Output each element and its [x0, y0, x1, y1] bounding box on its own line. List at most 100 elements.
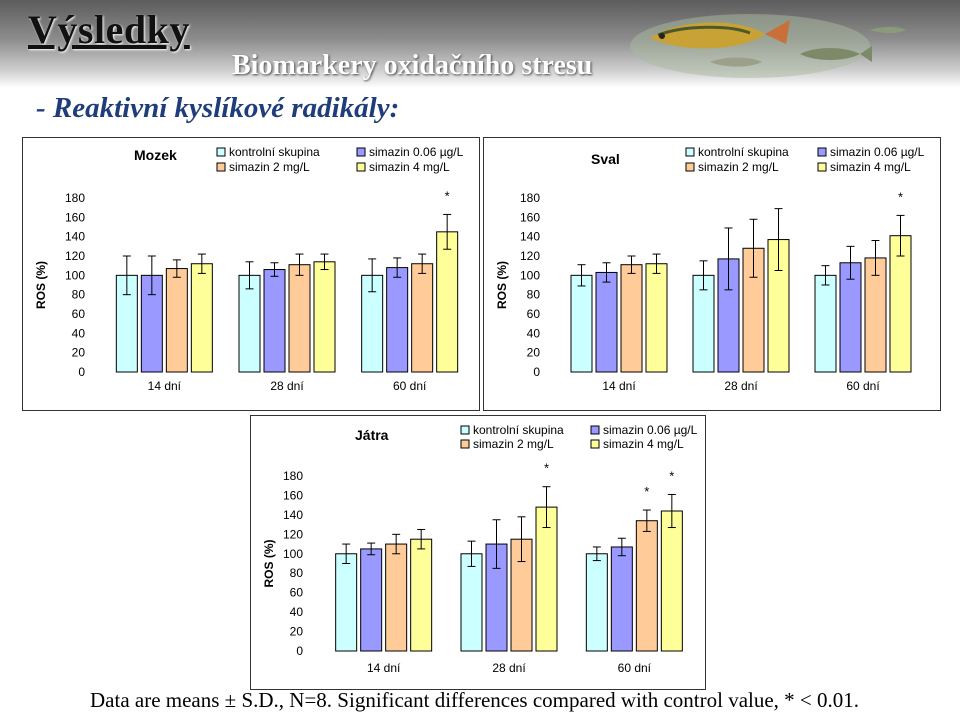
bar	[595, 271, 618, 373]
bar	[460, 553, 483, 652]
legend-label: kontrolní skupina	[229, 145, 320, 159]
y-tick-label: 20	[72, 346, 86, 360]
x-category-label: 28 dní	[724, 379, 758, 393]
legend-label: simazin 0.06 µg/L	[603, 423, 698, 437]
chart-title: Mozek	[134, 147, 177, 163]
bar	[660, 510, 683, 652]
bar	[360, 548, 383, 652]
slide-title: Výsledky	[28, 7, 190, 52]
slide-heading: - Reaktivní kyslíkové radikály:	[36, 92, 400, 124]
bar	[645, 263, 668, 373]
y-tick-label: 20	[290, 625, 304, 639]
chart-muscle: Sval kontrolní skupina simazin 0.06 µg/Lsi…	[495, 145, 925, 393]
y-tick-label: 60	[72, 307, 86, 321]
y-tick-label: 0	[78, 365, 85, 379]
significance-mark: *	[544, 461, 549, 476]
legend-label: kontrolní skupina	[473, 423, 564, 437]
bar	[385, 543, 408, 652]
legend-swatch	[685, 147, 695, 157]
x-category-label: 28 dní	[492, 661, 526, 675]
legend-swatch	[216, 162, 226, 172]
bar	[620, 264, 643, 373]
legend-label: simazin 4 mg/L	[369, 160, 450, 174]
bar	[411, 263, 434, 373]
y-tick-label: 20	[527, 346, 541, 360]
legend-swatch	[817, 162, 827, 172]
legend-swatch	[356, 147, 366, 157]
y-tick-label: 120	[283, 527, 303, 541]
x-category-label: 14 dní	[148, 379, 182, 393]
y-tick-label: 80	[72, 288, 86, 302]
chart-title: Sval	[591, 151, 620, 167]
y-tick-label: 180	[65, 191, 85, 205]
legend-swatch	[590, 439, 600, 449]
chart-brain: Mozek kontrolní skupina simazin 0.06 µg/Ls…	[34, 145, 464, 393]
chart-panel-brain: Mozek kontrolní skupina simazin 0.06 µg/L s…	[22, 137, 480, 411]
chart-panel-liver: Játra kontrolní skupina simazin 0.06 µg/L s…	[250, 415, 706, 690]
y-tick-label: 140	[283, 508, 303, 522]
y-tick-label: 160	[520, 210, 540, 224]
y-axis-label: ROS (%)	[262, 539, 276, 587]
bar	[263, 269, 286, 373]
x-category-label: 14 dní	[367, 661, 401, 675]
legend-swatch	[356, 162, 366, 172]
y-tick-label: 60	[527, 307, 541, 321]
bar	[288, 264, 311, 373]
y-axis-label: ROS (%)	[34, 261, 48, 309]
y-axis-label: ROS (%)	[495, 261, 509, 309]
y-tick-label: 80	[290, 566, 304, 580]
y-tick-label: 0	[533, 365, 540, 379]
legend-label: simazin 2 mg/L	[473, 437, 554, 451]
significance-mark: *	[644, 484, 649, 499]
legend-label: simazin 0.06 µg/L	[369, 145, 464, 159]
x-category-label: 60 dní	[393, 379, 427, 393]
y-tick-label: 120	[65, 249, 85, 263]
legend-swatch	[817, 147, 827, 157]
significance-mark: *	[445, 188, 450, 203]
bar	[238, 274, 261, 373]
bar	[410, 538, 433, 652]
y-tick-label: 140	[520, 230, 540, 244]
y-tick-label: 140	[65, 230, 85, 244]
x-category-label: 60 dní	[846, 379, 880, 393]
bar	[386, 267, 409, 373]
slide-subtitle: Biomarkery oxidačního stresu	[232, 50, 593, 81]
y-tick-label: 120	[520, 249, 540, 263]
bar	[610, 546, 633, 652]
footnote: Data are means ± S.D., N=8. Significant …	[90, 688, 860, 712]
bar	[814, 274, 837, 373]
fish-illustration	[630, 14, 906, 78]
legend-swatch	[460, 425, 470, 435]
y-tick-label: 60	[290, 586, 304, 600]
bar	[190, 263, 213, 373]
legend-label: kontrolní skupina	[698, 145, 789, 159]
y-tick-label: 100	[520, 268, 540, 282]
y-tick-label: 160	[283, 488, 303, 502]
bar	[436, 231, 459, 373]
x-category-label: 28 dní	[270, 379, 304, 393]
bar	[335, 553, 358, 652]
bar	[535, 506, 558, 652]
bar	[635, 520, 658, 652]
chart-panel-muscle: Sval kontrolní skupina simazin 0.06 µg/L si…	[483, 137, 941, 411]
y-tick-label: 180	[520, 191, 540, 205]
y-tick-label: 100	[65, 268, 85, 282]
x-category-label: 14 dní	[602, 379, 636, 393]
y-tick-label: 40	[290, 605, 304, 619]
bar	[165, 268, 188, 373]
chart-liver: Játra kontrolní skupina simazin 0.06 µg/L s…	[262, 423, 698, 675]
y-tick-label: 160	[65, 210, 85, 224]
significance-mark: *	[898, 189, 903, 204]
legend-label: simazin 2 mg/L	[698, 160, 779, 174]
y-tick-label: 0	[296, 644, 303, 658]
y-tick-label: 40	[527, 326, 541, 340]
bar	[585, 553, 608, 652]
legend-swatch	[685, 162, 695, 172]
x-category-label: 60 dní	[618, 661, 652, 675]
significance-mark: *	[669, 468, 674, 483]
legend-swatch	[216, 147, 226, 157]
chart-title: Játra	[355, 427, 389, 443]
legend-label: simazin 4 mg/L	[830, 160, 911, 174]
legend-label: simazin 0.06 µg/L	[830, 145, 925, 159]
y-tick-label: 40	[72, 326, 86, 340]
